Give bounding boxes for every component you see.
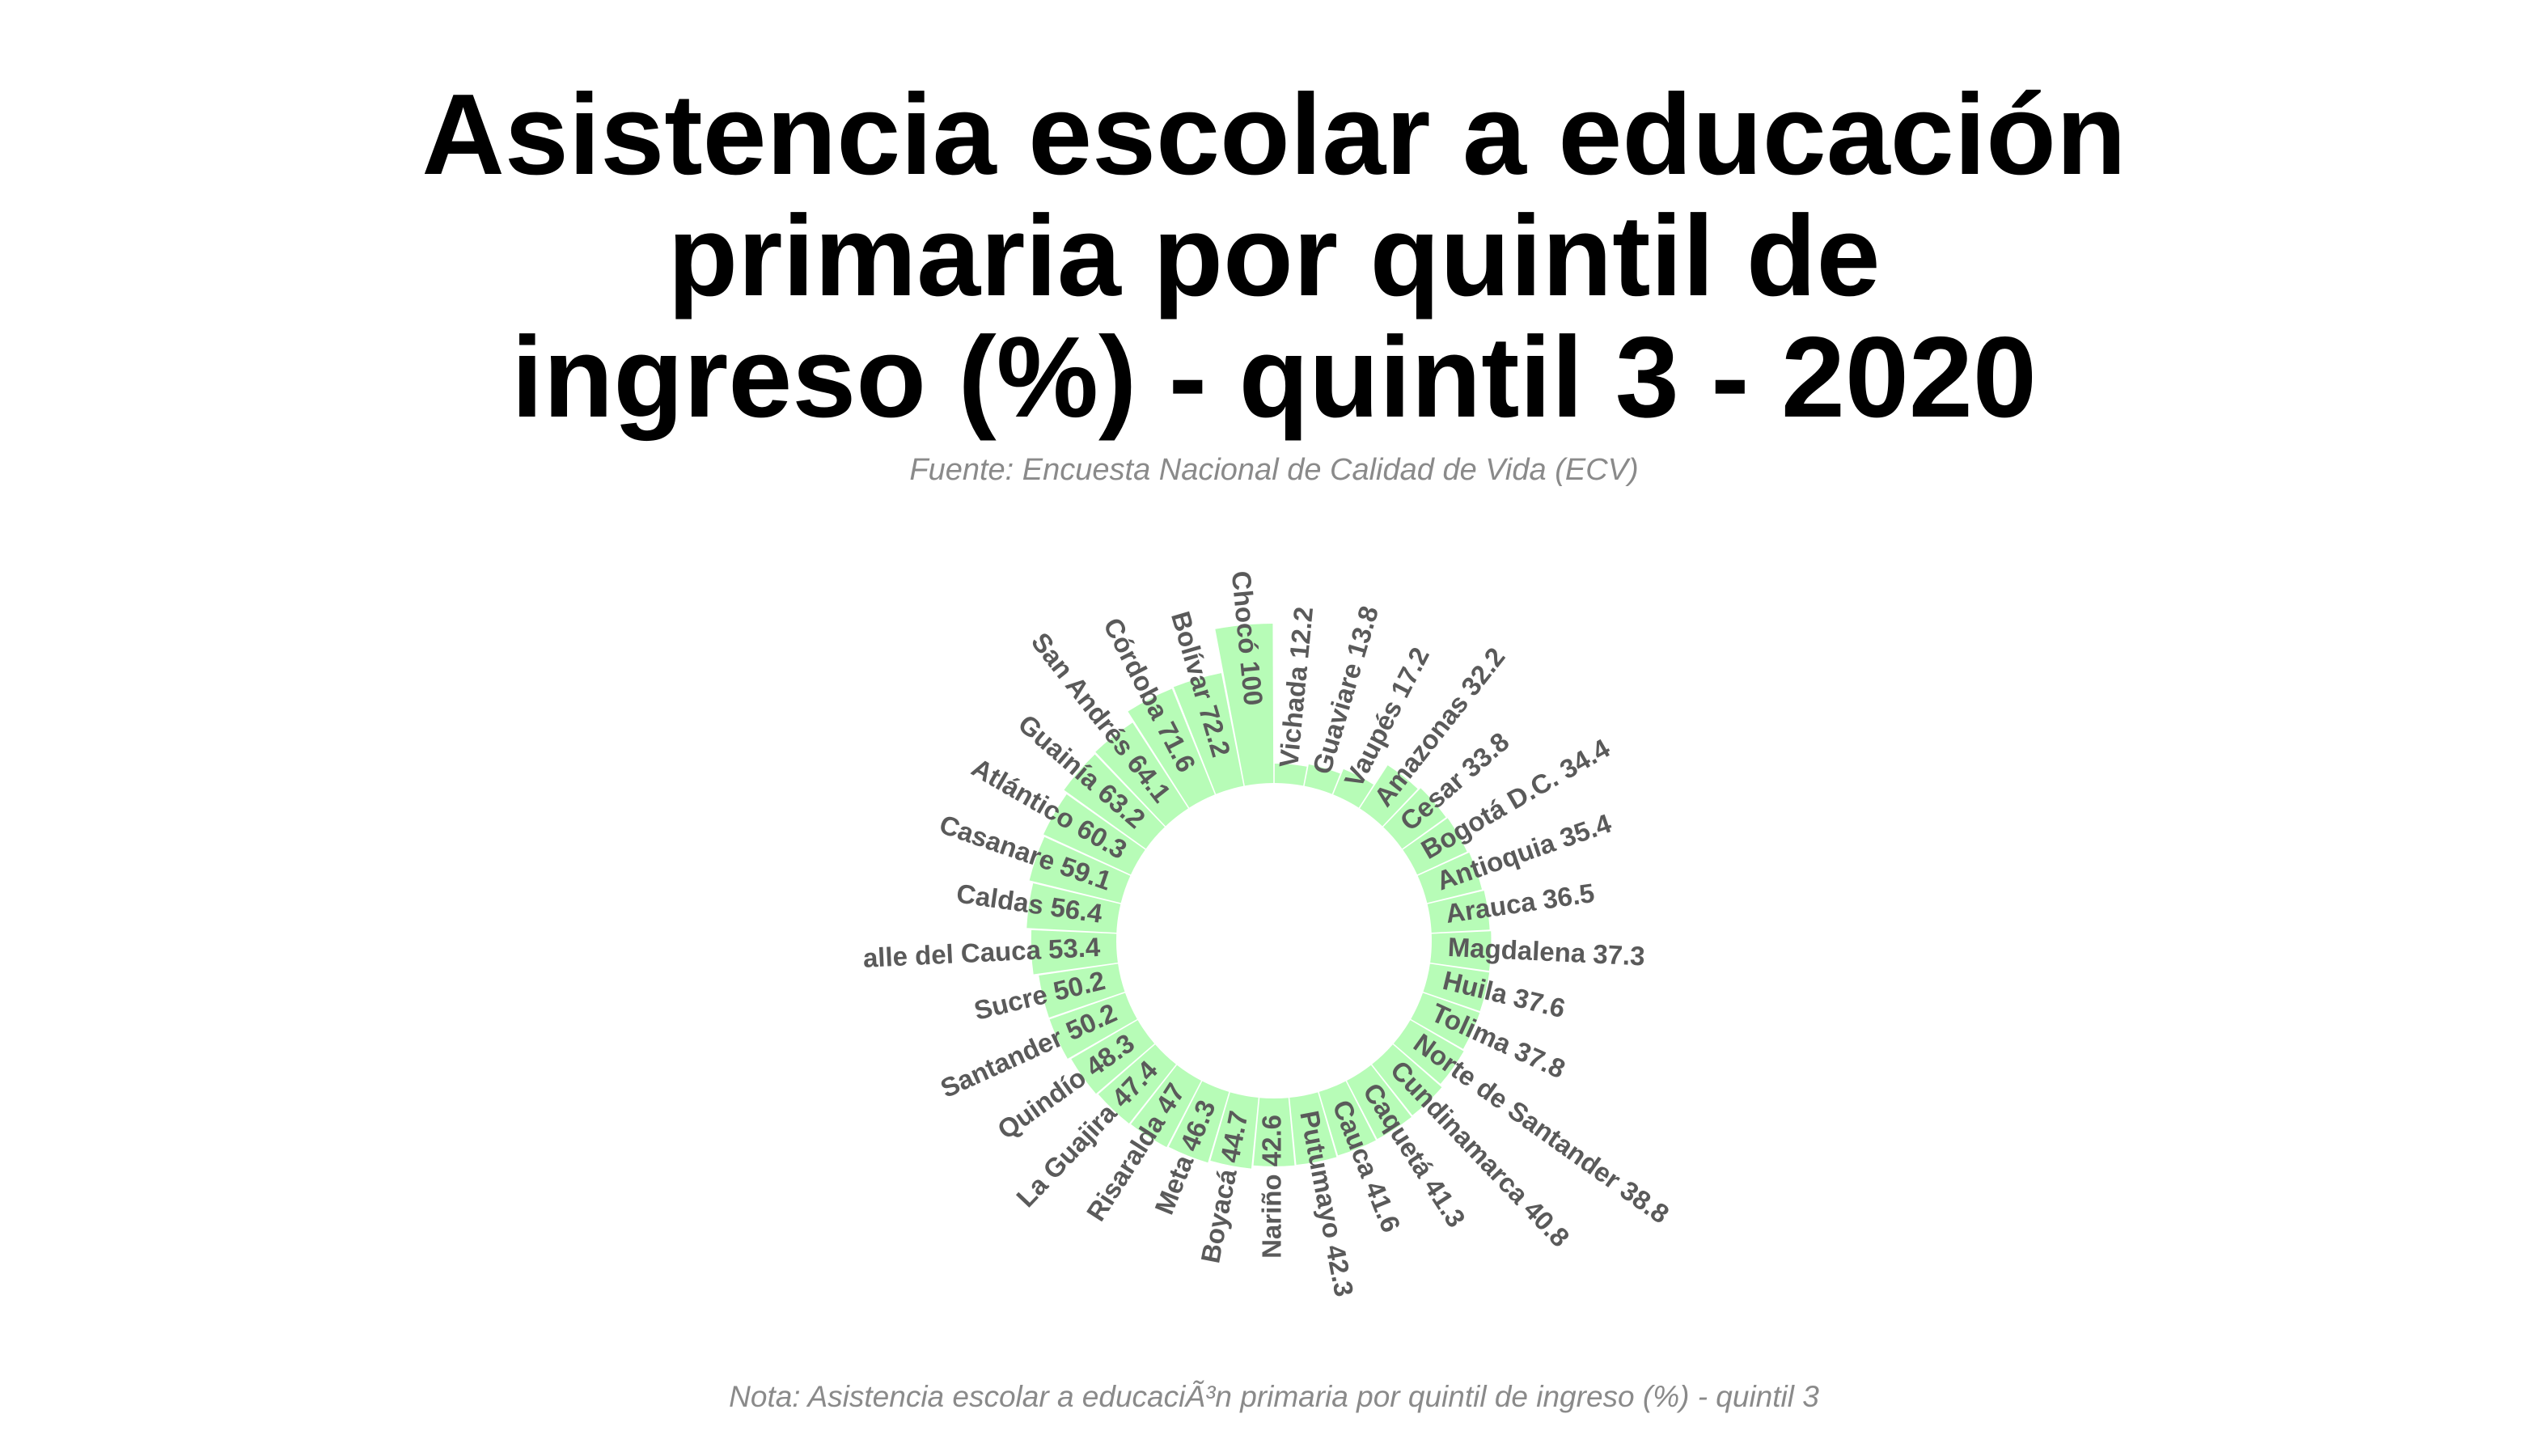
bar-santander [1049,993,1137,1059]
bar-guaviare [1304,764,1340,794]
chart-title-line-2: primaria por quintil de [667,192,1881,320]
bar-narino [1253,1098,1295,1166]
bar-norte-de-santander [1393,1020,1464,1084]
bar-amazonas [1360,765,1418,827]
bar-quindio [1071,1020,1155,1094]
bar-putumayo [1289,1092,1337,1165]
bar-choco [1215,624,1274,786]
bar-cordoba [1128,688,1215,808]
bar-tolima [1411,993,1480,1049]
bar-casanare [1029,836,1131,904]
chart-title: Asistencia escolar a educación primaria … [0,74,2548,438]
bar-san-andres [1095,722,1188,827]
bar-bolivar [1173,673,1244,794]
bar-huila [1423,963,1490,1011]
bar-caldas [1026,883,1121,933]
bar-antioquia [1417,852,1483,904]
bar-group [1026,624,1492,1169]
bar-guainia [1064,754,1165,849]
label-vichada: Vichada 12.2 [1273,605,1318,768]
bar-boyaca [1210,1092,1259,1169]
bar-cauca [1318,1081,1376,1156]
bar-risaralda [1131,1064,1201,1148]
label-narino: Nariño 42.6 [1257,1115,1287,1259]
bar-cesar [1383,788,1446,849]
bar-meta [1168,1081,1230,1163]
chart-subtitle: Fuente: Encuesta Nacional de Calidad de … [909,453,1639,487]
bar-la-guajira [1098,1044,1176,1124]
chart-title-line-3: ingreso (%) - quintil 3 - 2020 [511,313,2037,442]
bar-bogota-d-c [1403,818,1467,875]
bar-caqueta [1347,1064,1412,1140]
bar-arauca [1427,891,1490,933]
chart-note: Nota: Asistencia escolar a educaciÃ³n pr… [729,1380,1819,1413]
chart-title-line-1: Asistencia escolar a educación [421,70,2127,199]
bar-valle-del-cauca [1031,929,1118,975]
bar-vichada [1274,763,1307,786]
bar-sucre [1039,963,1125,1018]
bar-magdalena [1430,931,1492,971]
bar-atlantico [1043,794,1145,875]
bar-cundinamarca [1372,1044,1442,1115]
bar-vaupes [1333,768,1373,808]
